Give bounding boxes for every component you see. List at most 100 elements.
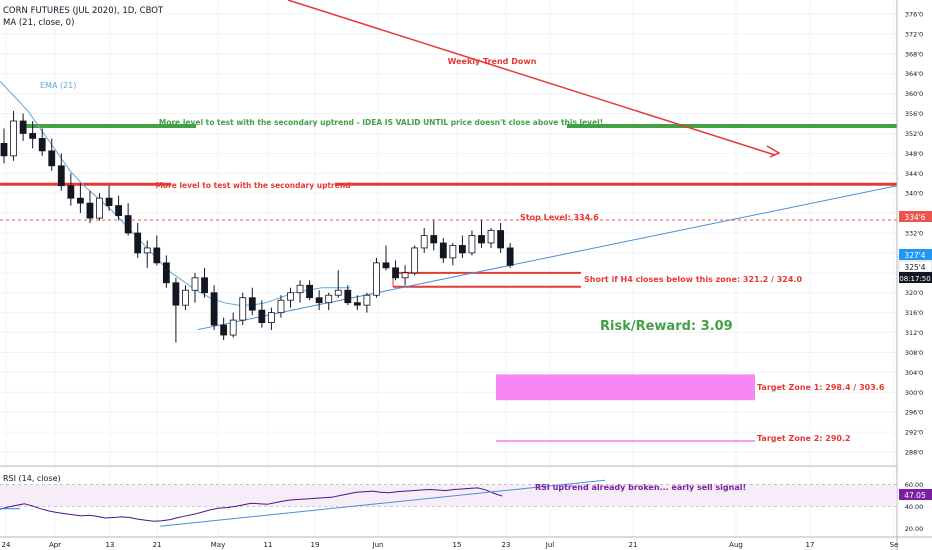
candle-down (115, 205, 122, 216)
candle-down (0, 143, 8, 157)
candle-up (373, 262, 380, 296)
last-price-label: 327'4 (904, 251, 925, 260)
candle-up (96, 197, 103, 219)
price-tick-label: 288'0 (905, 449, 923, 457)
candle-down (19, 120, 27, 134)
rsi-annotation: RSI uptrend already broken... early sell… (535, 483, 746, 492)
target-zone-1-box (496, 374, 755, 401)
price-tick-label: 344'0 (905, 170, 923, 178)
candle-down (38, 138, 46, 152)
time-tick-label: 21 (629, 541, 638, 549)
candles (0, 111, 514, 343)
price-tick-label: 356'0 (905, 110, 923, 118)
rsi-uptrend-line (159, 479, 606, 527)
candle-up (325, 294, 333, 304)
candle-down (153, 247, 161, 264)
time-tick-label: Jul (545, 541, 555, 549)
stop-level-label: Stop Level: 334.6 (520, 213, 599, 222)
candle-up (191, 277, 199, 291)
candle-down (392, 267, 399, 279)
target-zones (496, 374, 755, 442)
candle-down (382, 262, 390, 269)
time-tick-label: Aug (729, 541, 743, 549)
candle-up (401, 272, 409, 279)
candle-up (277, 299, 285, 314)
candle-down (315, 297, 323, 304)
price-tick-label: 352'0 (905, 130, 923, 138)
time-tick-label: Jun (372, 541, 384, 549)
time-tick-label: 13 (106, 541, 115, 549)
price-tick-label: 368'0 (905, 50, 923, 58)
red-level-label: More level to test with the secondary up… (155, 181, 350, 190)
countdown-label: 08:17:50 (899, 275, 930, 283)
candle-down (29, 133, 37, 139)
target-zone-2-label: Target Zone 2: 290.2 (757, 434, 851, 443)
candle-up (143, 247, 151, 254)
time-tick-label: Se (890, 541, 899, 549)
secondary-uptrend-line (197, 185, 898, 331)
candle-up (267, 312, 275, 323)
candle-up (229, 319, 237, 336)
weekly-downtrend-line (287, 0, 776, 156)
candle-down (124, 215, 132, 234)
candle-up (10, 120, 17, 157)
candle-down (430, 235, 438, 244)
ema-label: EMA (21) (40, 81, 76, 90)
candle-down (306, 284, 314, 299)
candle-up (287, 292, 294, 301)
candle-down (134, 232, 142, 254)
rsi-tick-label: 40.00 (905, 503, 924, 511)
time-tick-label: 19 (311, 541, 320, 549)
price-tick-label: 348'0 (905, 150, 923, 158)
candle-down (210, 292, 218, 326)
candle-down (48, 150, 56, 167)
time-tick-label: 21 (153, 541, 162, 549)
chart-title: CORN FUTURES (JUL 2020), 1D, CBOT (3, 6, 164, 16)
rsi-tick-label: 20.00 (905, 525, 924, 533)
trendlines (197, 0, 898, 331)
candle-down (478, 235, 485, 244)
price-tick-label: 360'0 (905, 90, 923, 98)
candle-down (57, 165, 65, 187)
candle-up (449, 245, 457, 259)
short-zone-label: Short if H4 closes below this zone: 321.… (584, 275, 802, 284)
candle-up (296, 284, 304, 294)
price-tick-label: 308'0 (905, 349, 923, 357)
candle-down (458, 245, 466, 254)
candle-down (105, 197, 113, 207)
grid (0, 0, 897, 537)
price-tick-label: 332'0 (905, 230, 923, 238)
price-tick-label: 376'0 (905, 11, 923, 19)
candle-up (363, 294, 371, 306)
candle-down (201, 277, 208, 294)
price-tick-label: 296'0 (905, 409, 923, 417)
time-tick-label: 24 (2, 541, 11, 549)
candle-up (182, 289, 189, 306)
current-price-label: 325'4 (904, 263, 925, 272)
time-axis[interactable]: 24 Apr 13 21 May 11 19 Jun 15 23 Jul 21 Aug 17 Se (2, 541, 899, 549)
time-tick-label: 15 (453, 541, 462, 549)
time-tick-label: May (211, 541, 225, 549)
candle-down (506, 247, 514, 266)
time-tick-label: 11 (264, 541, 273, 549)
horizontal-levels (0, 123, 897, 288)
candle-down (86, 202, 94, 219)
time-tick-label: 23 (502, 541, 511, 549)
candle-down (248, 297, 256, 311)
candle-up (487, 230, 495, 244)
downtrend-arrowhead (766, 145, 781, 158)
risk-reward-label: Risk/Reward: 3.09 (600, 319, 733, 334)
candle-down (67, 185, 75, 199)
candle-down (77, 197, 84, 204)
last-price-badge (899, 249, 932, 260)
candle-up (468, 235, 476, 254)
time-tick-label: 17 (806, 541, 815, 549)
price-tick-label: 340'0 (905, 190, 923, 198)
candle-up (334, 289, 342, 296)
price-tick-label: 304'0 (905, 369, 923, 377)
candle-down (258, 309, 266, 323)
indicator-label: MA (21, close, 0) (3, 18, 74, 28)
price-tick-label: 300'0 (905, 389, 923, 397)
rsi-tick-label: 60.00 (905, 481, 924, 489)
